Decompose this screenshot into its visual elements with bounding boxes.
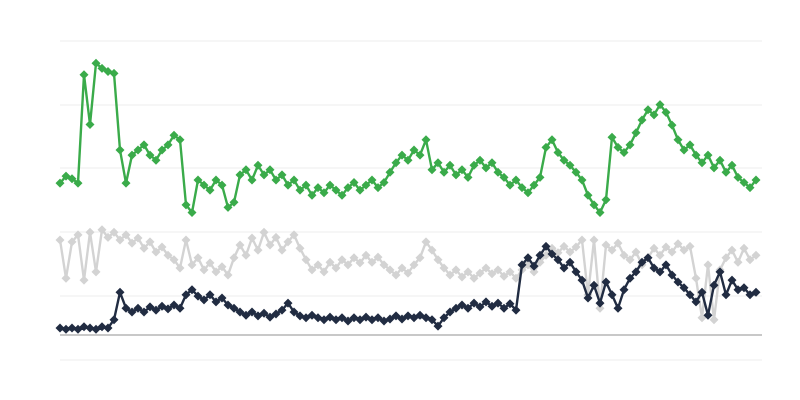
gridlines-group xyxy=(60,40,762,361)
dark-navy-series xyxy=(55,241,761,334)
green-series xyxy=(55,58,761,218)
series-group xyxy=(55,58,761,334)
